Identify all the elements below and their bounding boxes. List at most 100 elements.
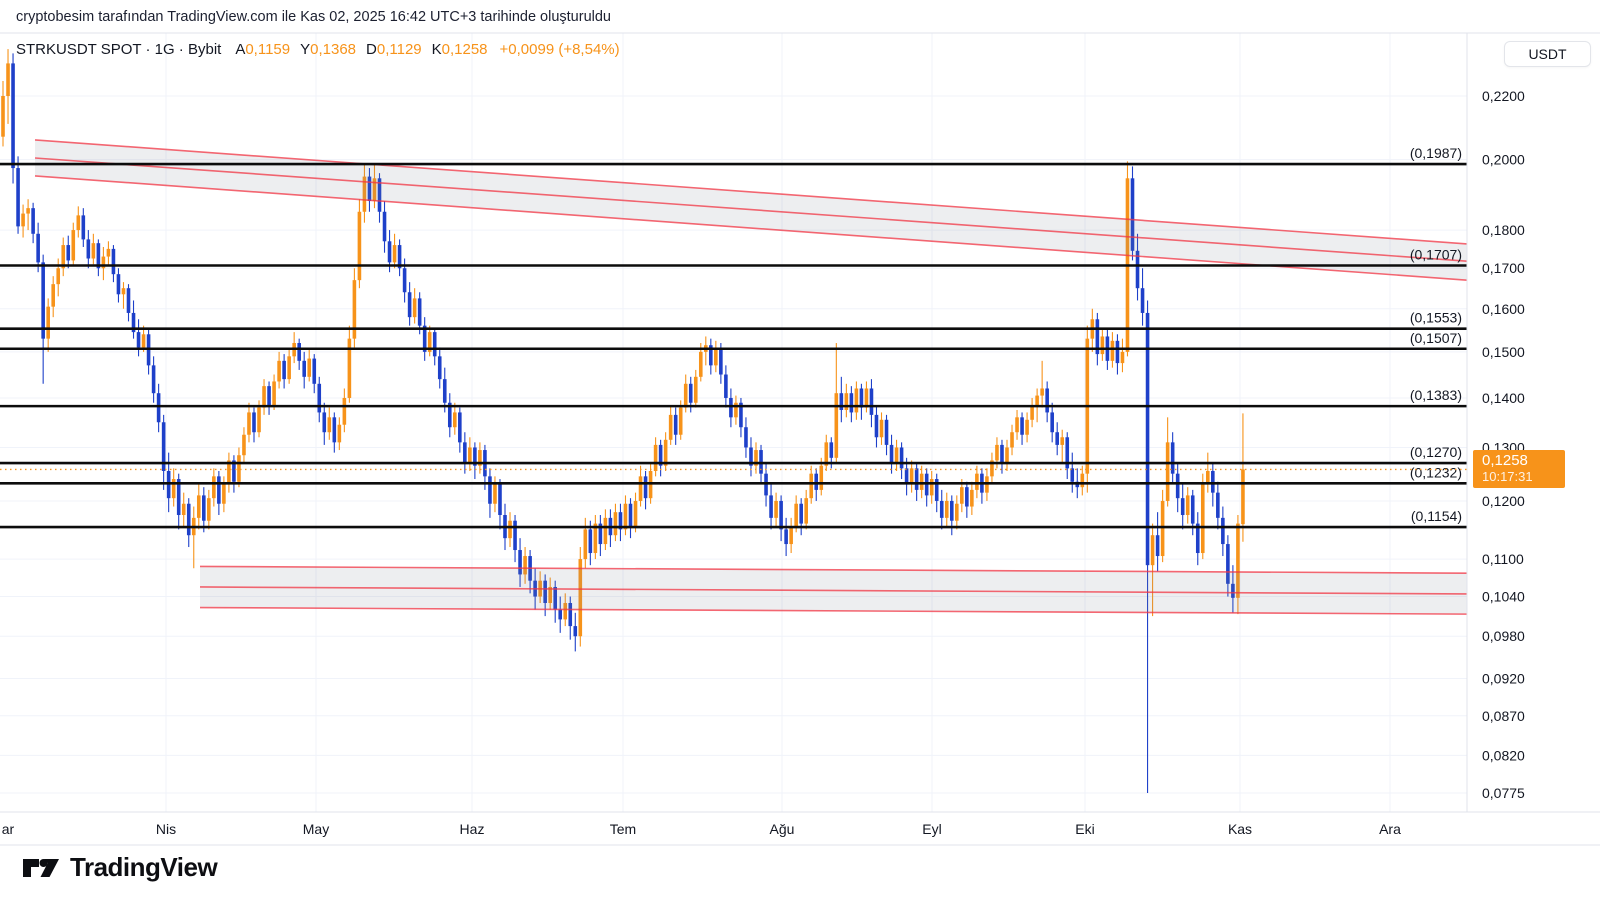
candle-body: [468, 447, 472, 464]
candle-body: [141, 334, 146, 348]
candle-body: [658, 444, 663, 466]
candle-body: [242, 434, 246, 456]
candle-body: [488, 476, 492, 504]
candle-body: [814, 473, 819, 490]
low-value: 0,1129: [376, 41, 422, 58]
candle-body: [1190, 495, 1195, 524]
channel-line: [34, 139, 1468, 245]
level-label: (0,1507): [1410, 330, 1462, 346]
candle-body: [437, 356, 442, 380]
candle-body: [81, 215, 86, 240]
candle-body: [513, 520, 517, 551]
candle-body: [563, 603, 568, 620]
change-value: +0,0099 (+8,54%): [499, 41, 620, 58]
candle-body: [282, 360, 286, 380]
candle-body: [774, 500, 778, 518]
y-tick-label: 0,1600: [1482, 301, 1525, 317]
candle-body: [1020, 417, 1024, 435]
candle-body: [267, 386, 271, 406]
candle-body: [839, 393, 844, 410]
candle-body: [227, 460, 231, 485]
candle-body: [899, 447, 904, 469]
candle-body: [1180, 498, 1185, 516]
candle-body: [864, 388, 869, 408]
candle-body: [1080, 473, 1085, 488]
candle-body: [56, 268, 61, 285]
candle-body: [1211, 471, 1215, 493]
candle-body: [1216, 492, 1220, 518]
time-axis[interactable]: [0, 813, 1600, 845]
price-axis[interactable]: [1468, 33, 1600, 812]
y-tick-label: 0,1100: [1482, 551, 1524, 567]
candle-body: [1221, 517, 1225, 545]
candle-body: [919, 473, 924, 490]
channel-line: [199, 606, 1468, 615]
candle-body: [442, 379, 447, 403]
candle-body: [593, 523, 598, 554]
candle-body: [618, 512, 623, 530]
candle-body: [51, 284, 55, 307]
candle-body: [1231, 583, 1235, 598]
candle-body: [1045, 388, 1049, 413]
candle-body: [633, 500, 638, 527]
candle-body: [473, 447, 477, 466]
candle-body: [719, 349, 723, 375]
level-label: (0,1383): [1410, 387, 1462, 403]
candle-body: [1055, 432, 1059, 445]
candle-body: [904, 468, 909, 485]
candle-body: [824, 442, 829, 466]
candle-body: [111, 248, 116, 275]
candle-body: [1241, 469, 1245, 525]
candle-body: [749, 447, 753, 466]
candle-body: [171, 479, 176, 499]
candle-body: [1005, 447, 1009, 464]
candle-body: [518, 550, 522, 575]
currency-usdt-button[interactable]: USDT: [1504, 41, 1591, 67]
tradingview-logo[interactable]: TradingView: [22, 852, 218, 883]
close-label: K: [431, 41, 442, 58]
candle-body: [1030, 405, 1034, 420]
candle-body: [66, 245, 71, 261]
level-label: (0,1270): [1410, 444, 1462, 460]
candle-body: [478, 450, 482, 466]
candle-body: [422, 325, 427, 352]
candle-body: [31, 208, 35, 234]
candle-body: [387, 241, 392, 263]
candle-body: [784, 529, 788, 545]
channel-line: [199, 586, 1468, 595]
candle-body: [181, 503, 186, 516]
level-label: (0,1987): [1410, 145, 1462, 161]
candle-body: [869, 388, 874, 415]
high-value: 0,1368: [310, 41, 357, 58]
last-price-badge: 0,1258 10:17:31: [1473, 450, 1565, 489]
candle-body: [889, 444, 894, 464]
x-tick-label: Tem: [610, 821, 636, 837]
symbol-title: STRKUSDT SPOT · 1G · Bybit: [16, 41, 222, 58]
candle-body: [653, 444, 658, 472]
open-label: A: [235, 41, 246, 58]
candle-body: [342, 397, 347, 425]
candle-body: [754, 450, 758, 466]
candle-body: [1206, 471, 1210, 485]
candle-body: [1155, 535, 1160, 557]
candle-body: [312, 358, 317, 384]
level-label: (0,1154): [1411, 508, 1462, 524]
candle-body: [854, 388, 859, 413]
candle-body: [91, 243, 96, 259]
x-tick-label: Eki: [1075, 821, 1094, 837]
candle-body: [151, 365, 156, 394]
candle-body: [508, 520, 512, 539]
candle-body: [523, 556, 527, 575]
candle-body: [914, 468, 919, 490]
candle-body: [322, 412, 327, 433]
x-tick-label: Kas: [1228, 821, 1252, 837]
candle-body: [1070, 468, 1075, 482]
candle-body: [568, 603, 573, 627]
candle-body: [453, 412, 457, 428]
candle-body: [432, 332, 437, 357]
candle-body: [553, 586, 557, 610]
level-label: (0,1707): [1410, 247, 1462, 263]
level-label: (0,1553): [1410, 310, 1462, 326]
